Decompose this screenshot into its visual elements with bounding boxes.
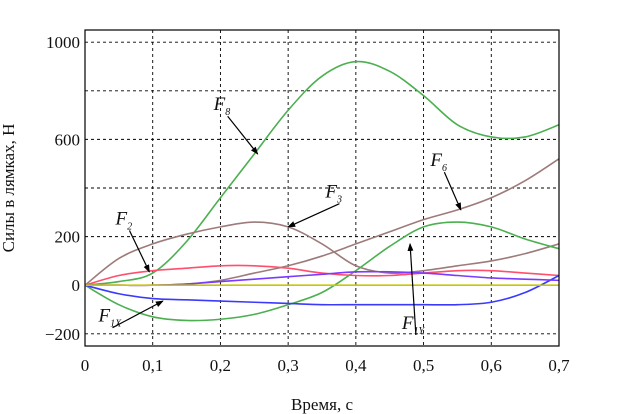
annotation-subscript: 6 [442,163,447,174]
x-tick-label: 0,3 [278,356,299,375]
series-line-5 [84,264,560,286]
y-tick-labels: −200 0 200 600 1000 [45,33,80,344]
series-line-1 [84,60,560,287]
y-tick-label: 600 [55,130,81,149]
annotation-label: F1Y [401,313,426,337]
annotation-arrow [112,300,164,329]
annotation-subscript: 3 [336,195,342,206]
annotation-arrow [443,171,462,211]
x-axis-title: Время, с [291,395,353,414]
annotation-label: F8 [213,94,231,118]
series-lines [84,60,560,322]
annotation-subscript: 1Y [414,326,426,337]
x-tick-labels: 0 0,1 0,2 0,3 0,4 0,5 0,6 0,7 [81,356,570,375]
annotation-label: F6 [429,150,447,174]
annotation-label: F1X [98,306,123,330]
x-tick-label: 0 [81,356,90,375]
x-tick-label: 0,5 [413,356,434,375]
y-tick-label: 0 [72,276,81,295]
annotations: F8 F3 F6 F2 F1X F1Y [98,94,462,337]
annotation-label: F2 [114,208,132,232]
annotation-arrow [227,115,259,155]
series-line-2 [84,221,560,286]
series-line-7 [85,270,560,287]
x-tick-label: 0,2 [210,356,231,375]
annotation-subscript: 2 [127,221,132,232]
annotation-subscript: 8 [225,107,230,118]
series-line-3 [85,158,560,287]
annotation-arrow [128,230,150,273]
x-tick-label: 0,7 [548,356,570,375]
x-tick-label: 0,6 [481,356,502,375]
annotation-arrow [407,242,417,336]
annotation-subscript: 1X [110,319,122,330]
y-tick-label: 1000 [46,33,80,52]
series-line-4 [84,221,560,322]
x-tick-label: 0,1 [142,356,163,375]
annotation-label: F3 [324,182,342,206]
series-line-6 [84,274,560,306]
x-tick-label: 0,4 [345,356,367,375]
y-tick-label: 200 [55,228,81,247]
y-tick-label: −200 [45,325,80,344]
plot-frame [84,29,560,347]
annotation-arrow [287,203,340,228]
y-axis-title: Силы в лямках, Н [0,124,18,253]
